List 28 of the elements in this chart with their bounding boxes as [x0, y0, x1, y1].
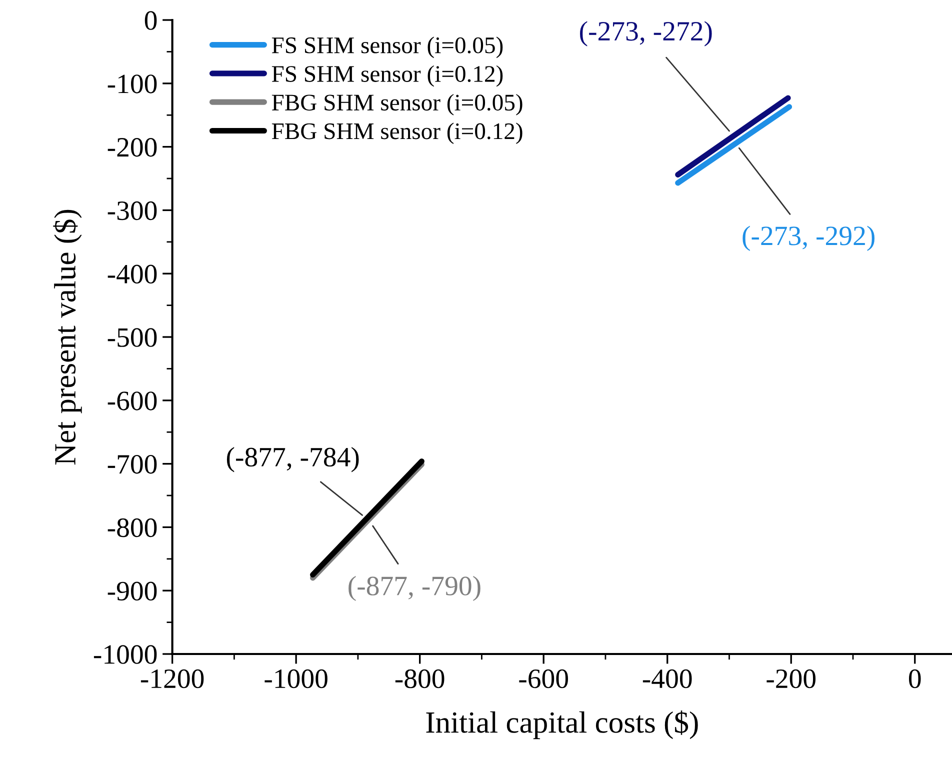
x-tick-label: -400: [642, 669, 692, 688]
x-tick-label: -800: [395, 669, 444, 688]
annotation: (-273, -292): [742, 226, 874, 251]
y-tick-label: -500: [108, 328, 157, 347]
legend-label: FS SHM sensor (i=0.05): [272, 36, 503, 58]
legend-label: FS SHM sensor (i=0.12): [272, 65, 503, 87]
annotation: (-877, -790): [348, 576, 480, 602]
legend-label: FBG SHM sensor (i=0.05): [272, 94, 522, 116]
y-axis-title: Net present value ($): [53, 210, 82, 465]
x-axis-title: Initial capital costs ($): [426, 710, 698, 740]
y-tick-label: -700: [108, 454, 157, 474]
x-tick-label: -1000: [264, 669, 328, 688]
x-tick-label: -200: [766, 669, 816, 688]
y-tick-label: -900: [108, 582, 157, 601]
legend-label: FBG SHM sensor (i=0.12): [272, 122, 522, 144]
y-tick-label: -200: [108, 138, 157, 157]
annotation: (-877, -784): [226, 447, 359, 472]
y-tick-label: -1000: [94, 645, 157, 664]
x-tick-label: 0: [908, 669, 921, 688]
y-tick-label: 0: [144, 11, 157, 30]
x-tick-label: -600: [519, 669, 568, 688]
y-tick-label: -100: [108, 74, 157, 94]
y-tick-label: -800: [108, 518, 157, 538]
x-tick-label: -1200: [140, 669, 204, 688]
y-tick-label: -400: [108, 264, 157, 284]
y-tick-label: -600: [108, 392, 157, 410]
y-tick-label: -300: [108, 201, 157, 220]
annotation: (-273, -272): [580, 21, 712, 46]
